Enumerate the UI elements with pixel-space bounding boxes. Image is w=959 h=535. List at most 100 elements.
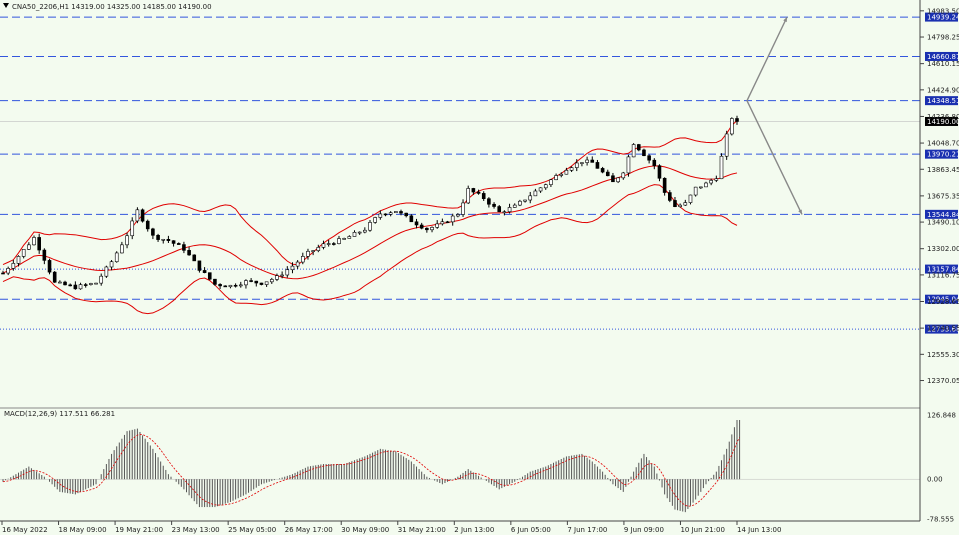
time-tick-label: 25 May 05:00 <box>228 526 276 534</box>
macd-tick-label: 126.848 <box>927 412 956 420</box>
current-price-label: 14190.00 <box>927 118 959 126</box>
macd-signal-line <box>2 434 740 507</box>
candle-body <box>363 229 367 233</box>
level-label: 13970.21 <box>927 151 959 159</box>
candle-body <box>533 190 538 197</box>
candle-body <box>595 162 600 169</box>
candle-body <box>487 198 491 205</box>
candle-body <box>569 167 574 171</box>
candle-body <box>430 227 434 231</box>
level-label: 12945.04 <box>927 296 959 304</box>
candle-body <box>63 281 67 286</box>
price-tick-label: 14048.70 <box>927 140 959 148</box>
candle-body <box>466 188 471 204</box>
price-axis-ticks: 14983.50 14798.25 14610.15 14424.90 14236.80… <box>920 7 959 385</box>
time-tick-label: 19 May 21:00 <box>115 526 163 534</box>
support-resistance-levels[interactable]: 14939.24 14660.87 14348.51 13970.21 13544.84… <box>0 12 959 334</box>
candle-body <box>481 193 486 199</box>
candle-body <box>73 284 78 290</box>
price-tick-label: 13863.45 <box>927 166 959 174</box>
candle-body <box>94 282 98 285</box>
candle-body <box>16 256 21 264</box>
candle-body <box>388 212 393 215</box>
price-tick-label: 14983.50 <box>927 7 959 15</box>
candle-body <box>693 186 698 196</box>
candle-body <box>683 202 688 206</box>
price-tick-label: 14236.80 <box>927 113 959 121</box>
candle-body <box>321 243 326 248</box>
candle-body <box>543 184 548 189</box>
price-tick-label: 12928.65 <box>927 298 959 306</box>
candle-body <box>368 222 372 231</box>
candle-body <box>652 159 657 166</box>
candle-body <box>724 133 729 157</box>
macd-signal-path <box>2 434 740 507</box>
level-label-box <box>925 324 958 334</box>
candle-body <box>373 217 377 223</box>
candle-body <box>130 220 135 237</box>
candle-body <box>507 207 512 213</box>
price-tick-label: 13116.75 <box>927 271 959 279</box>
level-label: 14660.87 <box>927 53 959 61</box>
candle-body <box>585 159 589 163</box>
candle-body <box>156 235 160 240</box>
candle-body <box>399 211 403 214</box>
candle-body <box>414 221 419 226</box>
level-label-box <box>925 294 958 304</box>
candle-body <box>383 213 388 216</box>
collapse-triangle-icon[interactable] <box>3 3 9 8</box>
candle-body <box>21 248 26 257</box>
candle-body <box>32 237 36 246</box>
candle-body <box>719 155 724 180</box>
candle-body <box>626 156 631 174</box>
candle-body <box>275 275 279 280</box>
candle-body <box>1 272 5 275</box>
candle-body <box>58 281 62 284</box>
candle-body <box>249 280 253 282</box>
candle-body <box>456 214 460 217</box>
candle-body <box>213 278 217 285</box>
candle-body <box>574 162 579 168</box>
price-tick-label: 14798.25 <box>927 34 959 42</box>
candle-body <box>502 211 507 214</box>
candle-body <box>647 155 651 161</box>
candle-body <box>238 284 243 287</box>
macd-axis-ticks: 126.848 0.00 -78.555 <box>927 412 956 524</box>
forecast-arrow-line <box>746 16 788 102</box>
candle-body <box>564 170 569 175</box>
time-tick-label: 14 Jun 13:00 <box>737 526 781 534</box>
candle-body <box>497 206 502 213</box>
forecast-arrow-head <box>798 209 802 215</box>
candle-body <box>688 194 693 203</box>
candle-body <box>523 199 527 202</box>
macd-tick-label: 0.00 <box>927 476 943 484</box>
candle-body <box>631 144 636 158</box>
candle-body <box>254 280 259 284</box>
candle-body <box>259 282 264 285</box>
candle-body <box>409 215 414 223</box>
candle-body <box>425 227 429 231</box>
time-tick-label: 30 May 09:00 <box>341 526 389 534</box>
candle-body <box>538 187 543 192</box>
candlestick-series <box>1 115 739 290</box>
forecast-arrows[interactable] <box>746 16 803 215</box>
candle-body <box>528 195 533 201</box>
time-tick-label: 7 Jun 17:00 <box>567 526 607 534</box>
candle-body <box>326 243 331 245</box>
macd-histogram <box>0 419 920 513</box>
candle-body <box>68 284 72 287</box>
macd-panel[interactable]: MACD(12,26,9) 117.511 66.281 <box>0 407 920 513</box>
price-panel[interactable]: CNA50_2206,H1 14319.00 14325.00 14185.00… <box>0 0 959 406</box>
price-tick-label: 14610.15 <box>927 60 959 68</box>
candle-body <box>450 215 455 223</box>
candle-body <box>476 191 481 194</box>
level-label-box <box>925 51 958 61</box>
candle-body <box>140 209 145 222</box>
candle-body <box>166 239 171 241</box>
candle-body <box>518 200 522 206</box>
candle-body <box>290 265 295 271</box>
candle-body <box>512 204 517 208</box>
price-tick-label: 14424.90 <box>927 86 959 94</box>
candle-body <box>352 232 357 237</box>
